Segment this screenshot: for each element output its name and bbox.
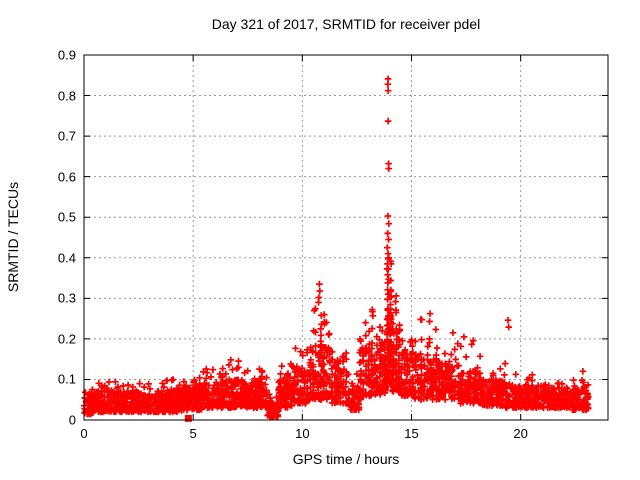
x-tick-label: 20	[513, 426, 528, 441]
y-tick-label: 0.8	[57, 88, 76, 104]
y-tick-label: 0.9	[57, 47, 76, 63]
grid-lines	[84, 55, 608, 420]
y-tick-label: 0.7	[57, 128, 76, 144]
scatter-points	[80, 75, 592, 420]
y-tick-label: 0	[68, 412, 76, 428]
chart-title: Day 321 of 2017, SRMTID for receiver pde…	[211, 16, 481, 32]
y-tick-label: 0.5	[57, 209, 76, 225]
y-tick-label: 0.2	[57, 331, 76, 347]
y-tick-label: 0.6	[57, 169, 76, 185]
y-tick-label: 0.1	[57, 371, 76, 387]
axis-tick-marks	[83, 54, 608, 421]
x-tick-label: 15	[404, 426, 419, 441]
x-axis-label: GPS time / hours	[292, 451, 400, 467]
solid-square-point	[184, 414, 192, 422]
x-tick-label: 10	[295, 426, 310, 441]
y-tick-label: 0.4	[57, 250, 76, 266]
y-tick-label: 0.3	[57, 290, 76, 306]
x-tick-label: 5	[189, 426, 197, 441]
y-axis-label: SRMTID / TECUs	[5, 181, 21, 293]
x-tick-label: 0	[80, 426, 88, 441]
plot-border	[83, 54, 609, 421]
